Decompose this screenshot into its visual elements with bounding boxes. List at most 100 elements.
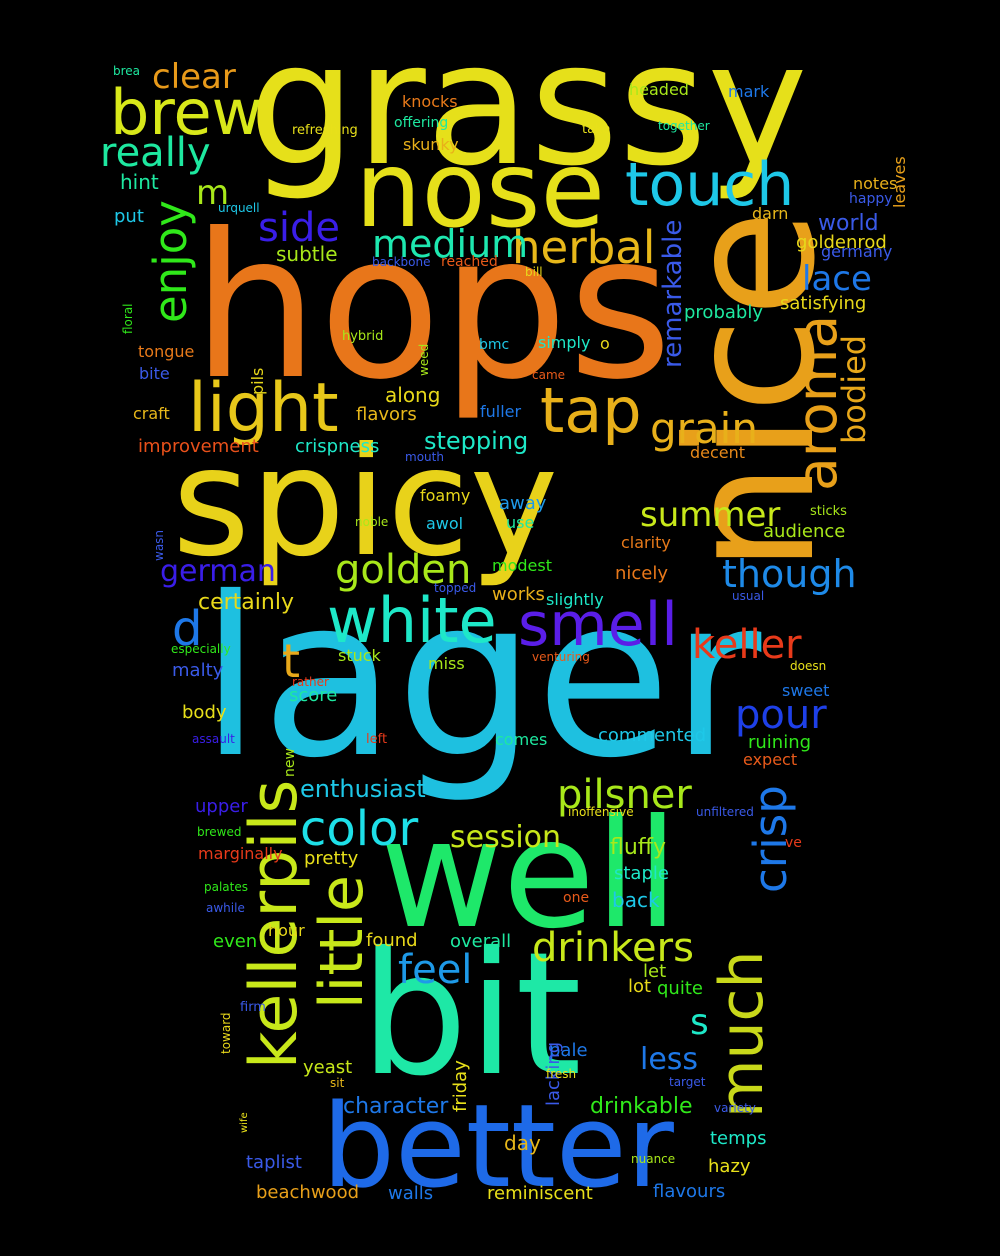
word-clear: clear [152,57,236,97]
word-enthusiast: enthusiast [300,775,426,803]
word-urquell: urquell [218,201,260,215]
word-headed: headed [629,80,689,99]
word-much: much [707,950,777,1119]
word-comes: comes [495,730,548,749]
word-mouth: mouth [405,450,444,464]
word-golden: golden [335,547,472,593]
word-take: take [582,122,611,137]
word-nose: nose [355,129,606,251]
word-crispness: crispness [295,436,380,457]
word-palates: palates [204,880,248,894]
word-venturing: venturing [532,650,590,664]
word-hint: hint [120,170,159,194]
word-grain: grain [650,404,758,453]
word-simply: simply [538,333,591,352]
word-skunky: skunky [403,135,459,154]
word-goldenrod: goldenrod [796,232,887,253]
word-spicy: spicy [172,416,559,590]
word-score: score [289,685,338,706]
word-smell: smell [518,590,678,660]
word-noble: noble [355,515,389,529]
word-light: light [188,369,339,448]
word-upper: upper [195,796,248,817]
word-ve: ve [785,835,802,851]
word-certainly: certainly [198,590,294,615]
word-taplist: taplist [246,1152,302,1173]
word-remarkable: remarkable [658,219,688,368]
word-hour: hour [268,921,305,940]
word-little: little [307,875,377,1009]
word-firm: firm [240,1000,266,1015]
word-brea: brea [113,64,141,78]
word-bite: bite [139,364,170,383]
word-let: let [643,961,667,982]
word-side: side [258,205,340,251]
word-expect: expect [743,750,798,769]
word-fresh: fresh [546,1067,577,1081]
word-mark: mark [728,82,770,101]
word-sticks: sticks [810,504,847,519]
word-stuck: stuck [338,646,381,665]
word-o: o [600,334,610,353]
word-notes: notes [853,174,898,193]
word-hops: hops [192,191,673,424]
word-left: left [366,732,388,747]
word-satisfying: satisfying [780,293,867,314]
word-probably: probably [684,302,763,323]
word-use: use [506,513,535,532]
word-less: less [640,1042,699,1077]
word-new: new [282,748,298,777]
word-floral: floral [121,303,135,334]
word-reached: reached [441,254,498,270]
word-overall: overall [450,931,512,952]
word-tap: tap [540,374,642,447]
word-awol: awol [426,514,464,533]
word-works: works [492,584,545,605]
word-along: along [385,383,441,407]
word-m: m [196,173,230,213]
word-found: found [366,930,418,951]
word-malty: malty [172,660,224,681]
word-enjoy: enjoy [144,200,197,323]
word-temps: temps [710,1128,767,1149]
word-leaves: leaves [890,156,909,208]
word-even: even [213,931,258,952]
word-touch: touch [625,150,795,220]
word-germany: germany [821,242,893,261]
word-together: together [658,119,710,133]
word-fluffy: fluffy [610,835,666,860]
word-toward: toward [219,1012,233,1054]
word-wife: wife [239,1112,250,1133]
word-quite: quite [657,978,703,999]
word-drinkable: drinkable [590,1094,693,1119]
word-staple: staple [614,863,669,884]
word-session: session [450,820,562,855]
word-variety: variety [714,1101,756,1115]
word-away: away [499,493,547,514]
word-d: d [172,601,203,657]
word-friday: friday [450,1060,471,1112]
word-ruining: ruining [748,732,812,753]
word-s: s [690,1002,709,1043]
word-craft: craft [133,404,170,423]
word-fuller: fuller [480,402,522,421]
word-nicely: nicely [615,563,669,584]
word-walls: walls [388,1183,434,1204]
word-tongue: tongue [138,342,195,361]
word-yeast: yeast [303,1057,353,1078]
word-sit: sit [330,1076,345,1090]
word-decent: decent [690,443,746,462]
word-herbal: herbal [512,221,656,274]
word-world: world [818,211,879,236]
word-though: though [722,552,857,596]
word-came: came [532,368,566,382]
word-subtle: subtle [276,242,338,266]
word-brew: brew [110,76,263,149]
word-bill: bill [525,265,543,279]
word-character: character [343,1094,449,1119]
word-wasn: wasn [152,529,166,561]
word-flavors: flavors [356,404,417,425]
word-doesn: doesn [790,659,827,673]
word-especially: especially [171,642,231,656]
